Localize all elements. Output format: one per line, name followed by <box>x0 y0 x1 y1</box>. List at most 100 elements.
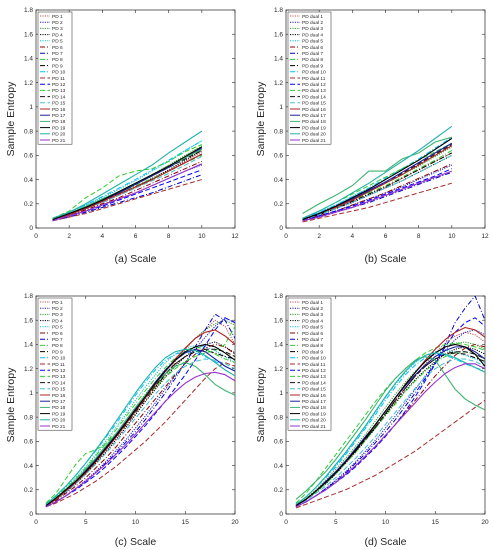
y-tick-label: 1.8 <box>274 7 283 14</box>
legend-entry: PD 18 <box>52 119 66 125</box>
series-line-10 <box>295 353 485 505</box>
series-line-19 <box>45 343 235 506</box>
series-line-11 <box>302 182 452 223</box>
legend-entry: PD 10 <box>52 70 66 76</box>
series-line-19 <box>52 146 203 221</box>
y-tick-label: 1 <box>279 390 283 397</box>
x-tick-label: 15 <box>432 519 440 526</box>
legend-entry: PD dual 18 <box>302 405 326 411</box>
y-tick-label: 0.4 <box>274 177 283 184</box>
y-tick-label: 1.6 <box>274 317 283 324</box>
legend-entry: PD 19 <box>52 125 66 131</box>
x-tick-label: 0 <box>284 233 288 240</box>
series-line-9 <box>302 152 453 220</box>
series-line-7 <box>302 171 453 222</box>
legend-entry: PD 15 <box>52 101 66 107</box>
y-tick-label: 0 <box>29 225 33 232</box>
legend-entry: PD 14 <box>52 94 66 100</box>
legend-entry: PD dual 17 <box>302 113 326 119</box>
legend-entry: PD 8 <box>52 57 63 63</box>
legend-box <box>287 11 332 145</box>
legend-entry: PD dual 1 <box>302 14 323 20</box>
legend-entry: PD dual 12 <box>302 368 326 374</box>
y-tick-label: 0.8 <box>274 414 283 421</box>
x-tick-label: 12 <box>481 233 489 240</box>
legend-entry: PD 16 <box>52 393 66 399</box>
x-tick-label: 10 <box>448 233 456 240</box>
series-line-16 <box>302 145 453 221</box>
y-tick-label: 1.2 <box>274 80 283 87</box>
y-tick-label: 1.8 <box>24 7 33 14</box>
legend-entry: PD 9 <box>52 349 63 355</box>
y-tick-label: 0.4 <box>274 463 283 470</box>
legend-entry: PD dual 4 <box>302 318 323 324</box>
x-tick-label: 5 <box>84 519 88 526</box>
legend: PD dual 1PD dual 2PD dual 3PD dual 4PD d… <box>287 11 332 145</box>
x-axis-label: (c) Scale <box>115 536 157 548</box>
y-tick-label: 0 <box>279 225 283 232</box>
y-tick-label: 1.4 <box>24 56 33 63</box>
series-line-11 <box>45 362 235 508</box>
legend-entry: PD 4 <box>52 32 63 38</box>
y-tick-label: 1.4 <box>274 56 283 63</box>
legend-entry: PD 16 <box>52 107 66 113</box>
y-tick-label: 1.2 <box>24 366 33 373</box>
legend-entry: PD dual 20 <box>302 132 326 138</box>
legend-entry: PD dual 19 <box>302 411 326 417</box>
legend-entry: PD dual 14 <box>302 380 326 386</box>
legend-entry: PD dual 10 <box>302 70 326 76</box>
legend-entry: PD dual 1 <box>302 300 323 306</box>
legend: PD 1PD 2PD 3PD 4PD 5PD 6PD 7PD 8PD 9PD 1… <box>37 297 73 431</box>
series-line-15 <box>45 358 235 506</box>
legend-entry: PD 21 <box>52 424 66 430</box>
legend-entry: PD dual 9 <box>302 63 323 69</box>
series-line-18 <box>45 362 235 505</box>
series-line-3 <box>295 341 485 506</box>
x-tick-label: 15 <box>182 519 190 526</box>
legend-entry: PD 13 <box>52 374 66 380</box>
x-tick-label: 10 <box>198 233 206 240</box>
panel-c: 0 5 10 15 20 0 0.2 0.4 0.6 0.8 1 1.2 1.4 1.6 1.8 (c) Sc… <box>5 293 239 548</box>
series-line-16 <box>52 153 203 221</box>
y-tick-label: 0.6 <box>274 439 283 446</box>
legend-entry: PD 5 <box>52 325 63 331</box>
y-tick-label: 0.6 <box>274 153 283 160</box>
legend-entry: PD dual 13 <box>302 374 326 380</box>
legend-entry: PD dual 6 <box>302 331 323 337</box>
legend-entry: PD 18 <box>52 405 66 411</box>
x-axis-label: (a) Scale <box>114 253 156 265</box>
series-group <box>295 296 485 509</box>
series-line-16 <box>45 329 235 506</box>
y-tick-label: 1.4 <box>274 342 283 349</box>
series-line-7 <box>295 296 485 508</box>
series-line-7 <box>52 174 203 222</box>
y-tick-label: 1.2 <box>24 80 33 87</box>
y-tick-label: 1.2 <box>274 366 283 373</box>
legend-entry: PD 7 <box>52 51 63 57</box>
series-line-18 <box>295 356 485 500</box>
x-tick-label: 8 <box>417 233 421 240</box>
x-tick-label: 10 <box>132 519 140 526</box>
y-tick-label: 0.8 <box>24 414 33 421</box>
legend-entry: PD dual 7 <box>302 51 323 57</box>
series-line-6 <box>52 160 203 222</box>
x-axis-label: (d) Scale <box>364 536 406 548</box>
legend-entry: PD 11 <box>52 76 65 82</box>
x-tick-label: 0 <box>34 519 38 526</box>
y-tick-label: 0.2 <box>274 487 283 494</box>
x-tick-label: 6 <box>384 233 388 240</box>
legend-entry: PD 4 <box>52 318 63 324</box>
legend-entry: PD 5 <box>52 39 63 45</box>
series-line-15 <box>302 154 453 220</box>
legend-entry: PD 3 <box>52 26 63 32</box>
series-line-19 <box>302 137 453 221</box>
legend-entry: PD 10 <box>52 356 66 362</box>
x-tick-label: 5 <box>334 519 338 526</box>
legend-entry: PD dual 16 <box>302 107 326 113</box>
series-line-19 <box>295 343 485 506</box>
x-tick-label: 0 <box>284 519 288 526</box>
legend-entry: PD dual 17 <box>302 399 326 405</box>
legend-entry: PD dual 15 <box>302 387 326 393</box>
y-tick-label: 0.8 <box>24 128 33 135</box>
